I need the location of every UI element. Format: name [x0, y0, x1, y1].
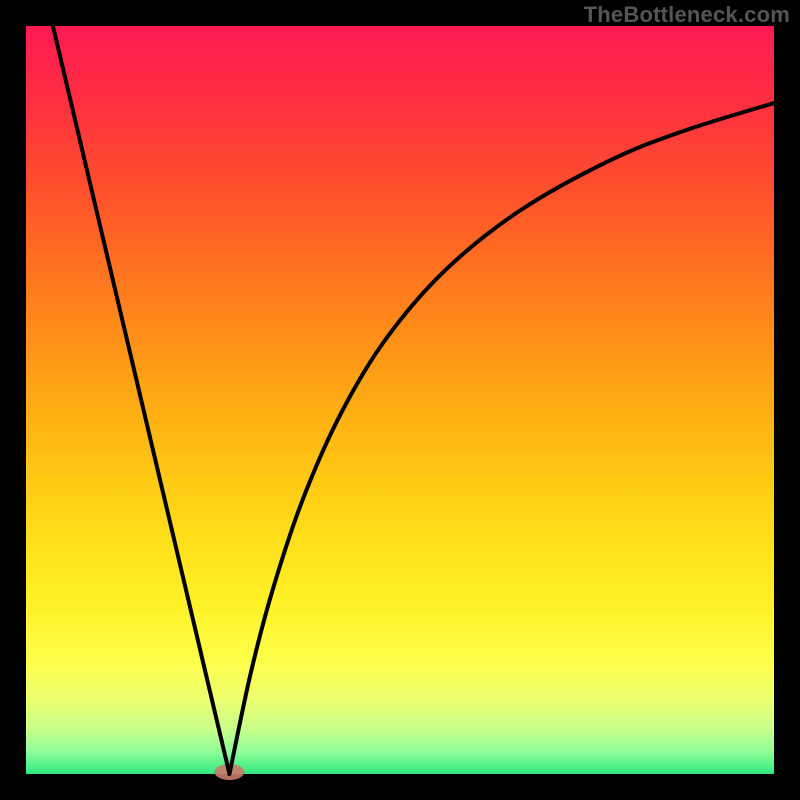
- bottleneck-chart: [0, 0, 800, 800]
- watermark-text: TheBottleneck.com: [584, 2, 790, 28]
